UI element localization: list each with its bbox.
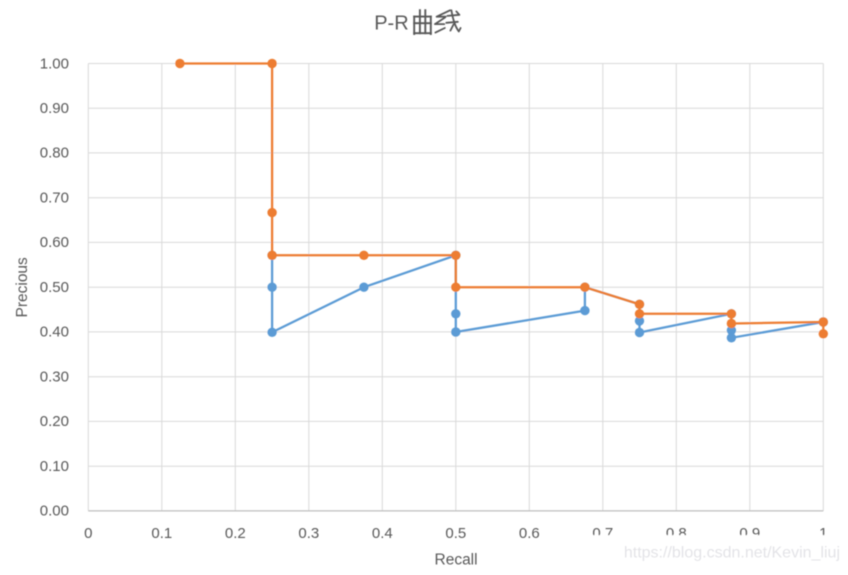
svg-text:0.90: 0.90: [40, 100, 69, 117]
svg-text:P-R: P-R: [374, 12, 408, 34]
svg-text:0.1: 0.1: [151, 525, 172, 542]
svg-text:0.10: 0.10: [40, 458, 69, 475]
svg-text:1.00: 1.00: [40, 55, 69, 72]
svg-text:0.4: 0.4: [372, 525, 393, 542]
svg-text:0.6: 0.6: [519, 525, 540, 542]
svg-text:0.20: 0.20: [40, 413, 69, 430]
svg-text:0.30: 0.30: [40, 369, 69, 386]
svg-text:https://blog.csdn.net/Kevin_li: https://blog.csdn.net/Kevin_liuj: [624, 545, 840, 562]
svg-text:0.50: 0.50: [40, 279, 69, 296]
svg-text:1: 1: [819, 525, 827, 542]
svg-text:0.40: 0.40: [40, 324, 69, 341]
svg-text:Precious: Precious: [14, 257, 31, 318]
svg-text:0.00: 0.00: [40, 503, 69, 520]
svg-text:0.3: 0.3: [298, 525, 319, 542]
svg-text:0.70: 0.70: [40, 190, 69, 207]
svg-text:0.80: 0.80: [40, 145, 69, 162]
svg-text:0.2: 0.2: [225, 525, 246, 542]
svg-text:0.60: 0.60: [40, 234, 69, 251]
svg-text:0.5: 0.5: [445, 525, 466, 542]
svg-text:Recall: Recall: [435, 552, 478, 569]
svg-text:0: 0: [84, 525, 92, 542]
